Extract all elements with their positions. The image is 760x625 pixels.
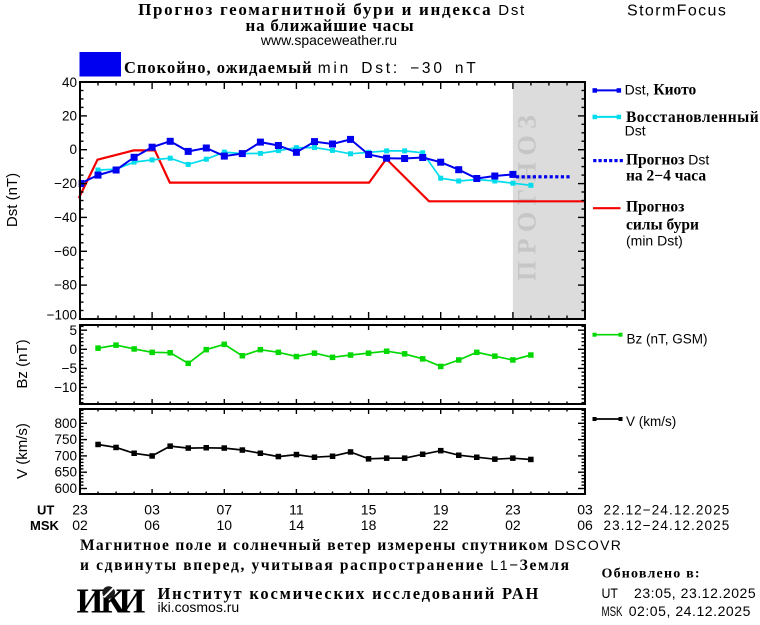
- svg-text:−100: −100: [47, 308, 77, 323]
- svg-text:Прогноз геомагнитной бури и ин: Прогноз геомагнитной бури и индекса Dst: [138, 0, 526, 19]
- svg-text:23: 23: [72, 502, 88, 518]
- svg-text:03: 03: [144, 502, 160, 518]
- svg-text:Институт космических исследова: Институт космических исследований РАН: [158, 584, 541, 603]
- svg-text:Bz (nT): Bz (nT): [14, 339, 31, 388]
- svg-text:Dst (nT): Dst (nT): [4, 173, 21, 227]
- svg-text:Dst, Киото: Dst, Киото: [625, 82, 697, 99]
- svg-text:MSK: MSK: [602, 603, 623, 619]
- svg-text:Обновлено в:: Обновлено в:: [602, 567, 701, 582]
- svg-text:UT: UT: [602, 585, 619, 601]
- svg-text:−60: −60: [54, 244, 77, 259]
- svg-text:03: 03: [577, 502, 593, 518]
- svg-text:15: 15: [361, 502, 377, 518]
- svg-text:Dst: Dst: [625, 123, 646, 139]
- svg-text:0: 0: [69, 142, 77, 157]
- svg-text:0: 0: [69, 342, 77, 357]
- svg-text:MSK: MSK: [30, 518, 60, 533]
- svg-text:10: 10: [217, 517, 233, 533]
- svg-text:Прогноз Dst: Прогноз Dst: [626, 152, 709, 169]
- svg-text:06: 06: [144, 517, 160, 533]
- svg-text:V (km/s): V (km/s): [14, 423, 31, 479]
- svg-text:23.12−24.12.2025: 23.12−24.12.2025: [604, 518, 731, 533]
- svg-text:23:05, 23.12.2025: 23:05, 23.12.2025: [634, 585, 756, 601]
- svg-text:Спокойно, ожидаемый min Dst: −: Спокойно, ожидаемый min Dst: −30 nT: [124, 58, 479, 77]
- svg-text:силы бури: силы бури: [626, 217, 699, 234]
- svg-text:−40: −40: [54, 210, 77, 225]
- svg-text:Прогноз: Прогноз: [626, 199, 684, 216]
- svg-text:StormFocus: StormFocus: [627, 3, 727, 20]
- svg-text:5: 5: [69, 323, 77, 338]
- svg-text:и сдвинуты вперед, учитывая ра: и сдвинуты вперед, учитывая распростране…: [80, 557, 571, 574]
- svg-text:iki.cosmos.ru: iki.cosmos.ru: [158, 599, 240, 615]
- svg-text:23: 23: [505, 502, 521, 518]
- svg-text:40: 40: [62, 75, 77, 90]
- svg-text:Магнитное поле и солнечный вет: Магнитное поле и солнечный ветер измерен…: [80, 537, 622, 554]
- svg-text:(min Dst): (min Dst): [626, 233, 683, 249]
- svg-text:Восстановленный: Восстановленный: [626, 109, 759, 126]
- svg-text:600: 600: [54, 481, 77, 496]
- svg-text:V (km/s): V (km/s): [626, 414, 676, 429]
- svg-text:20: 20: [62, 108, 77, 123]
- svg-text:11: 11: [289, 502, 304, 518]
- svg-text:07: 07: [217, 502, 233, 518]
- svg-text:−10: −10: [54, 380, 77, 395]
- svg-text:18: 18: [361, 517, 377, 533]
- svg-text:на ближайшие часы: на ближайшие часы: [245, 16, 414, 35]
- svg-text:800: 800: [54, 416, 77, 431]
- svg-text:−5: −5: [62, 361, 77, 376]
- svg-text:650: 650: [54, 465, 77, 480]
- svg-text:02:05, 24.12.2025: 02:05, 24.12.2025: [629, 603, 751, 619]
- svg-text:02: 02: [505, 517, 521, 533]
- svg-text:750: 750: [54, 432, 77, 447]
- svg-text:14: 14: [289, 517, 305, 533]
- svg-text:06: 06: [577, 517, 593, 533]
- svg-text:22.12−24.12.2025: 22.12−24.12.2025: [604, 503, 731, 518]
- svg-text:И: И: [77, 583, 104, 621]
- svg-text:−20: −20: [54, 176, 77, 191]
- svg-text:ПРОГНОЗ: ПРОГНОЗ: [513, 109, 542, 281]
- svg-text:19: 19: [433, 502, 449, 518]
- svg-text:02: 02: [72, 517, 88, 533]
- svg-text:22: 22: [433, 517, 449, 533]
- svg-text:700: 700: [54, 448, 77, 463]
- svg-text:www.spaceweather.ru: www.spaceweather.ru: [260, 32, 397, 48]
- svg-text:на 2−4 часа: на 2−4 часа: [626, 168, 706, 185]
- svg-text:И: И: [119, 583, 146, 621]
- svg-text:−80: −80: [54, 278, 77, 293]
- svg-text:UT: UT: [37, 503, 54, 518]
- svg-text:Bz (nT, GSM): Bz (nT, GSM): [627, 332, 708, 347]
